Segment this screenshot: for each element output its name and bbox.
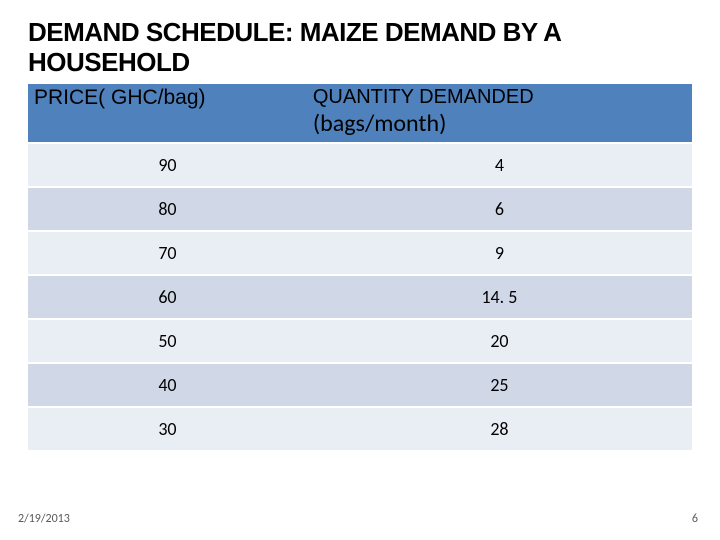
footer-date: 2/19/2013 <box>18 512 70 526</box>
table-row: 30 28 <box>28 408 692 450</box>
cell-price: 40 <box>28 364 307 406</box>
table-header-row: PRICE( GHC/bag) QUANTITY DEMANDED (bags/… <box>28 84 692 142</box>
cell-qty: 14. 5 <box>307 276 692 318</box>
cell-price: 30 <box>28 408 307 450</box>
header-qty-label-2: (bags/month) <box>313 109 446 138</box>
table-row: 60 14. 5 <box>28 276 692 318</box>
table-row: 40 25 <box>28 364 692 406</box>
slide-title: DEMAND SCHEDULE: MAIZE DEMAND BY A HOUSE… <box>28 18 692 78</box>
header-cell-qty: QUANTITY DEMANDED (bags/month) <box>307 84 692 142</box>
cell-qty: 28 <box>307 408 692 450</box>
cell-qty: 4 <box>307 144 692 186</box>
footer-page-number: 6 <box>692 512 698 526</box>
header-price-label: PRICE( GHC/bag) <box>34 86 206 109</box>
header-qty-label-1: QUANTITY DEMANDED <box>313 86 534 108</box>
header-cell-price: PRICE( GHC/bag) <box>28 84 307 142</box>
slide: DEMAND SCHEDULE: MAIZE DEMAND BY A HOUSE… <box>0 0 720 540</box>
cell-price: 80 <box>28 188 307 230</box>
cell-price: 90 <box>28 144 307 186</box>
cell-price: 50 <box>28 320 307 362</box>
table-row: 90 4 <box>28 144 692 186</box>
demand-table: PRICE( GHC/bag) QUANTITY DEMANDED (bags/… <box>28 82 692 452</box>
cell-qty: 9 <box>307 232 692 274</box>
cell-price: 60 <box>28 276 307 318</box>
table-row: 80 6 <box>28 188 692 230</box>
cell-price: 70 <box>28 232 307 274</box>
cell-qty: 6 <box>307 188 692 230</box>
table-row: 50 20 <box>28 320 692 362</box>
table-row: 70 9 <box>28 232 692 274</box>
cell-qty: 25 <box>307 364 692 406</box>
cell-qty: 20 <box>307 320 692 362</box>
